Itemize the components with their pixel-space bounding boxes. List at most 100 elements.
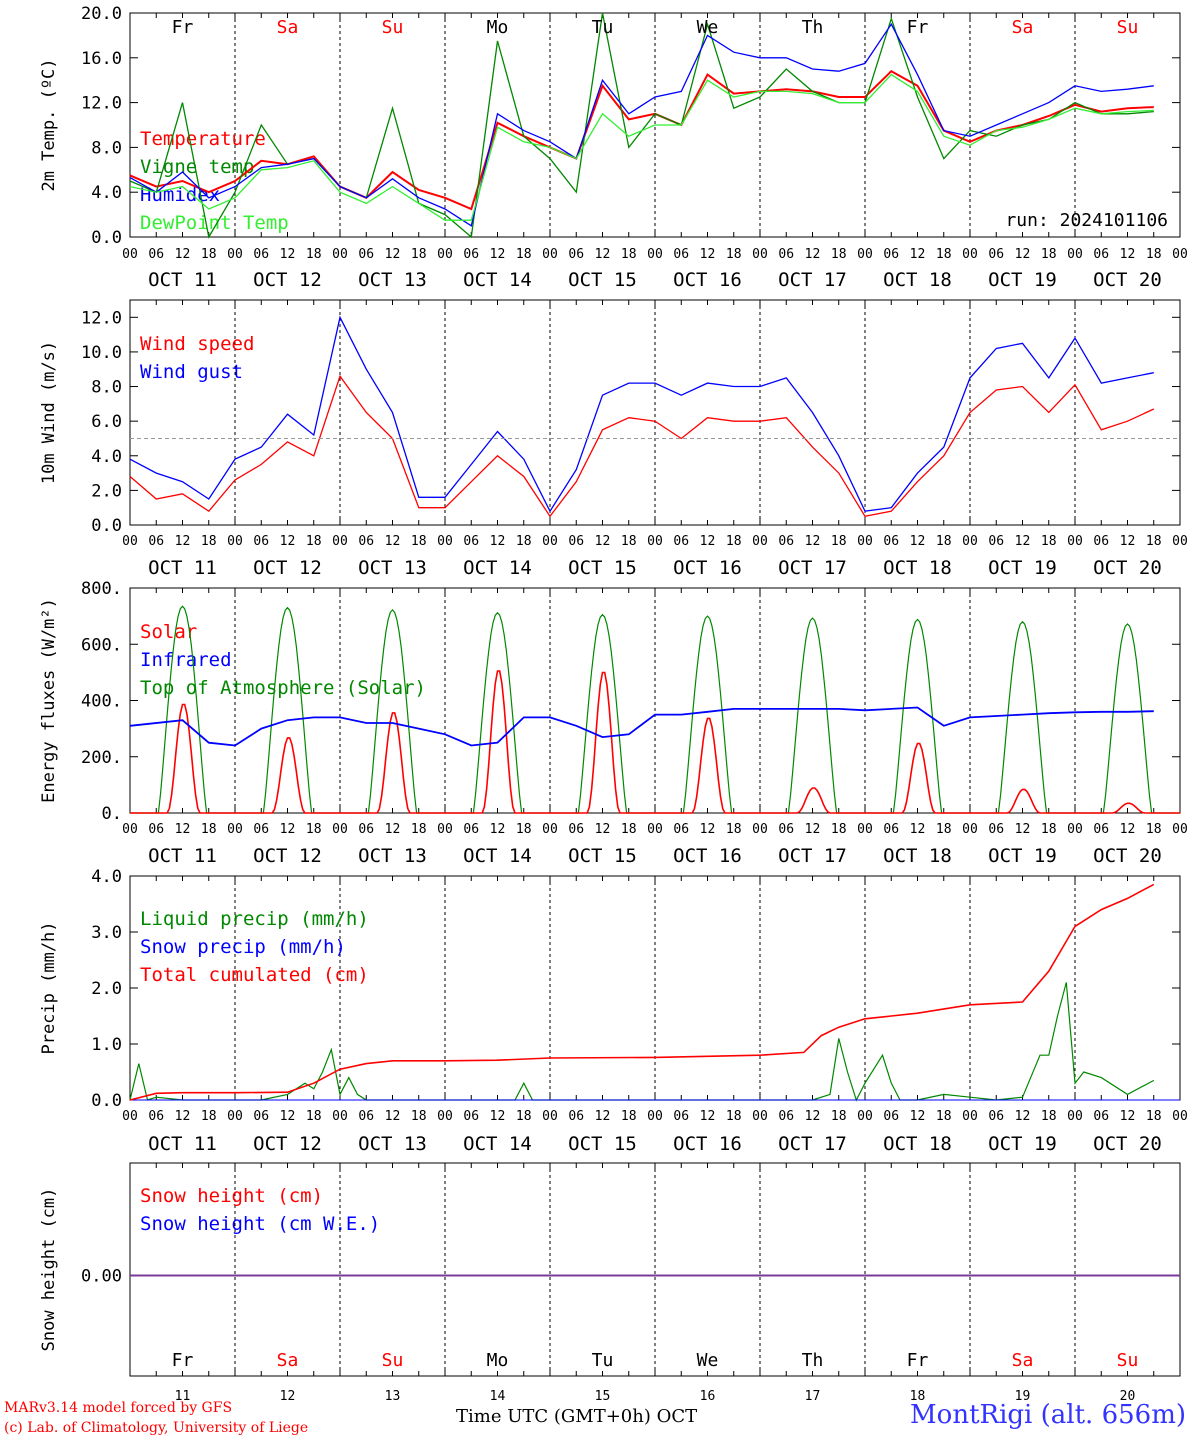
weekday-label: Su bbox=[1117, 17, 1139, 38]
hour-tick-label: 18 bbox=[726, 247, 742, 262]
hour-tick-label: 06 bbox=[673, 534, 689, 549]
model-credit: MARv3.14 model forced by GFS bbox=[4, 1400, 233, 1416]
hour-tick-label: 18 bbox=[1041, 1109, 1057, 1124]
hour-tick-label: 06 bbox=[568, 534, 584, 549]
hour-tick-label: 00 bbox=[332, 822, 348, 837]
hour-tick-label: 18 bbox=[516, 534, 532, 549]
weekday-label: We bbox=[697, 1350, 719, 1371]
hour-tick-label: 12 bbox=[595, 534, 611, 549]
y-tick-label: 0.0 bbox=[91, 516, 122, 536]
legend-entry: Wind speed bbox=[140, 333, 254, 355]
legend-entry: Snow height (cm) bbox=[140, 1185, 323, 1207]
hour-tick-label: 00 bbox=[857, 247, 873, 262]
hour-tick-label: 12 bbox=[595, 247, 611, 262]
hour-tick-label: 12 bbox=[595, 1109, 611, 1124]
hour-tick-label: 00 bbox=[437, 822, 453, 837]
hour-tick-label: 00 bbox=[227, 247, 243, 262]
hour-tick-label: 00 bbox=[122, 247, 138, 262]
hour-tick-label: 00 bbox=[122, 1109, 138, 1124]
hour-tick-label: 00 bbox=[962, 534, 978, 549]
weekday-label: Fr bbox=[907, 17, 929, 38]
day-number-label: 20 bbox=[1120, 1389, 1136, 1404]
hour-tick-label: 12 bbox=[910, 822, 926, 837]
hour-tick-label: 06 bbox=[778, 1109, 794, 1124]
date-label: OCT 11 bbox=[148, 1133, 217, 1155]
weekday-label: Fr bbox=[172, 1350, 194, 1371]
hour-tick-label: 06 bbox=[1093, 534, 1109, 549]
hour-tick-label: 12 bbox=[1120, 1109, 1136, 1124]
hour-tick-label: 00 bbox=[647, 1109, 663, 1124]
hour-tick-label: 18 bbox=[1146, 534, 1162, 549]
date-label: OCT 15 bbox=[568, 1133, 637, 1155]
legend-entry: DewPoint Temp bbox=[140, 212, 289, 234]
hour-tick-label: 06 bbox=[253, 247, 269, 262]
hour-tick-label: 12 bbox=[910, 247, 926, 262]
hour-tick-label: 12 bbox=[490, 534, 506, 549]
date-label: OCT 17 bbox=[778, 845, 847, 867]
y-tick-label: 4.0 bbox=[91, 183, 122, 203]
y-tick-label: 0.00 bbox=[81, 1267, 122, 1287]
lab-credit: (c) Lab. of Climatology, University of L… bbox=[4, 1420, 309, 1436]
legend-entry: Top of Atmosphere (Solar) bbox=[140, 677, 426, 699]
hour-tick-label: 06 bbox=[883, 247, 899, 262]
x-axis-label: Time UTC (GMT+0h) OCT bbox=[456, 1406, 698, 1427]
date-label: OCT 16 bbox=[673, 269, 742, 291]
hour-tick-label: 12 bbox=[805, 1109, 821, 1124]
y-tick-label: 600. bbox=[81, 635, 122, 655]
hour-tick-label: 00 bbox=[437, 1109, 453, 1124]
hour-tick-label: 18 bbox=[516, 1109, 532, 1124]
hour-tick-label: 00 bbox=[1067, 822, 1083, 837]
hour-tick-label: 00 bbox=[332, 534, 348, 549]
y-tick-label: 12.0 bbox=[81, 94, 122, 114]
day-number-label: 12 bbox=[280, 1389, 296, 1404]
run-annotation: run: 2024101106 bbox=[1005, 210, 1168, 231]
y-tick-label: 800. bbox=[81, 579, 122, 599]
hour-tick-label: 06 bbox=[1093, 822, 1109, 837]
series-line bbox=[129, 12, 1154, 239]
hour-tick-label: 06 bbox=[568, 247, 584, 262]
hour-tick-label: 06 bbox=[568, 1109, 584, 1124]
hour-tick-label: 18 bbox=[621, 247, 637, 262]
hour-tick-label: 06 bbox=[1093, 1109, 1109, 1124]
legend-entry: Snow height (cm W.E.) bbox=[140, 1213, 380, 1235]
y-tick-label: 8.0 bbox=[91, 378, 122, 398]
hour-tick-label: 12 bbox=[175, 534, 191, 549]
hour-tick-label: 18 bbox=[411, 247, 427, 262]
legend-entry: Solar bbox=[140, 621, 197, 643]
hour-tick-label: 06 bbox=[988, 1109, 1004, 1124]
hour-tick-label: 12 bbox=[805, 822, 821, 837]
y-axis-label: Snow height (cm) bbox=[39, 1188, 59, 1352]
hour-tick-label: 00 bbox=[542, 247, 558, 262]
y-tick-label: 2.0 bbox=[91, 481, 122, 501]
hour-tick-label: 06 bbox=[148, 822, 164, 837]
date-label: OCT 15 bbox=[568, 557, 637, 579]
series-line bbox=[129, 374, 1155, 518]
hour-tick-label: 06 bbox=[463, 247, 479, 262]
hour-tick-label: 06 bbox=[883, 534, 899, 549]
y-tick-label: 16.0 bbox=[81, 49, 122, 69]
hour-tick-label: 12 bbox=[175, 822, 191, 837]
date-label: OCT 19 bbox=[988, 845, 1057, 867]
hour-tick-label: 06 bbox=[778, 534, 794, 549]
hour-tick-label: 06 bbox=[673, 1109, 689, 1124]
hour-tick-label: 00 bbox=[752, 822, 768, 837]
legend-entry: Liquid precip (mm/h) bbox=[140, 908, 369, 930]
hour-tick-label: 06 bbox=[253, 822, 269, 837]
hour-tick-label: 00 bbox=[647, 822, 663, 837]
weekday-label: Sa bbox=[1012, 17, 1034, 38]
legend-entry: Wind gust bbox=[140, 361, 243, 383]
weekday-label: Mo bbox=[487, 17, 509, 38]
hour-tick-label: 12 bbox=[385, 534, 401, 549]
y-axis-label: Energy fluxes (W/m²) bbox=[39, 598, 59, 803]
hour-tick-label: 00 bbox=[752, 247, 768, 262]
hour-tick-label: 00 bbox=[962, 1109, 978, 1124]
date-label: OCT 17 bbox=[778, 1133, 847, 1155]
hour-tick-label: 12 bbox=[490, 822, 506, 837]
hour-tick-label: 18 bbox=[306, 822, 322, 837]
weekday-label: Tu bbox=[592, 1350, 614, 1371]
hour-tick-label: 00 bbox=[1067, 1109, 1083, 1124]
hour-tick-label: 00 bbox=[542, 534, 558, 549]
hour-tick-label: 12 bbox=[280, 534, 296, 549]
y-tick-label: 0.0 bbox=[91, 1091, 122, 1111]
date-label: OCT 20 bbox=[1093, 845, 1162, 867]
